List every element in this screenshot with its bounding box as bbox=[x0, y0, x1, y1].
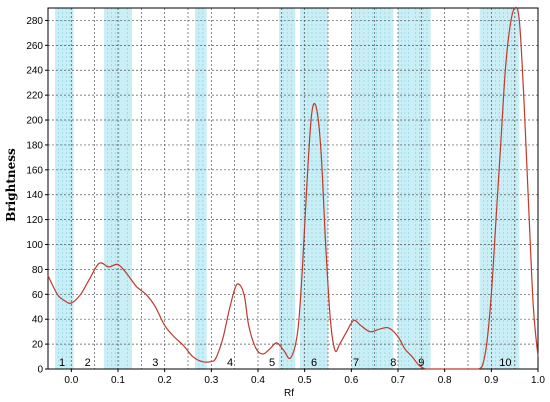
y-tick-label: 140 bbox=[26, 190, 43, 201]
x-tick-label: 0.7 bbox=[391, 375, 405, 386]
y-tick-label: 0 bbox=[37, 365, 43, 376]
band-label-2: 2 bbox=[85, 357, 91, 369]
band-labels: 1 2 3 4 5 6 7 8 9 10 bbox=[59, 357, 512, 369]
y-axis-label: Brightness bbox=[4, 148, 18, 222]
y-tick-label: 220 bbox=[26, 91, 43, 102]
y-tick-label: 180 bbox=[26, 140, 43, 151]
band-label-7: 7 bbox=[353, 357, 359, 369]
band-label-4: 4 bbox=[227, 357, 233, 369]
plot-area bbox=[47, 7, 539, 370]
x-tick-label: 0.5 bbox=[298, 375, 312, 386]
x-tick-label: 0.8 bbox=[438, 375, 452, 386]
band-1 bbox=[55, 8, 74, 369]
y-tick-label: 100 bbox=[26, 240, 43, 251]
x-tick-label: 1.0 bbox=[531, 375, 545, 386]
x-axis-label: Rf bbox=[284, 388, 294, 399]
y-tick-label: 200 bbox=[26, 116, 43, 127]
y-tick-label: 120 bbox=[26, 215, 43, 226]
x-tick-label: 0.4 bbox=[251, 375, 265, 386]
y-tick-label: 80 bbox=[32, 265, 44, 276]
y-tick-label: 280 bbox=[26, 16, 43, 27]
x-tick-label: 0.3 bbox=[204, 375, 218, 386]
y-tick-label: 160 bbox=[26, 165, 43, 176]
y-tick-label: 60 bbox=[32, 290, 44, 301]
band-label-1: 1 bbox=[59, 357, 65, 369]
series-group bbox=[47, 6, 539, 370]
band-label-5: 5 bbox=[269, 357, 275, 369]
y-tick-label: 20 bbox=[32, 340, 44, 351]
series-line-0 bbox=[47, 6, 539, 370]
band-highlights bbox=[55, 8, 520, 369]
band-2 bbox=[104, 8, 123, 369]
y-tick-label: 260 bbox=[26, 41, 43, 52]
y-tick-label: 240 bbox=[26, 66, 43, 77]
band-label-6: 6 bbox=[311, 357, 317, 369]
x-tick-label: 0.0 bbox=[64, 375, 78, 386]
y-axis-ticks: 0 20 40 60 80 100 120 140 160 180 200 220 240 260 280 bbox=[26, 16, 48, 376]
x-tick-label: 0.6 bbox=[344, 375, 358, 386]
x-tick-label: 0.1 bbox=[111, 375, 125, 386]
y-tick-label: 40 bbox=[32, 315, 44, 326]
band-label-8: 8 bbox=[390, 357, 396, 369]
band-label-10: 10 bbox=[499, 357, 511, 369]
x-tick-label: 0.9 bbox=[484, 375, 498, 386]
x-axis-ticks: 0.0 0.1 0.2 0.3 0.4 0.5 0.6 0.7 0.8 0.9 1.0 bbox=[64, 369, 545, 386]
band-label-9: 9 bbox=[418, 357, 424, 369]
x-tick-label: 0.2 bbox=[158, 375, 172, 386]
band-label-3: 3 bbox=[152, 357, 158, 369]
band-4 bbox=[195, 8, 207, 369]
